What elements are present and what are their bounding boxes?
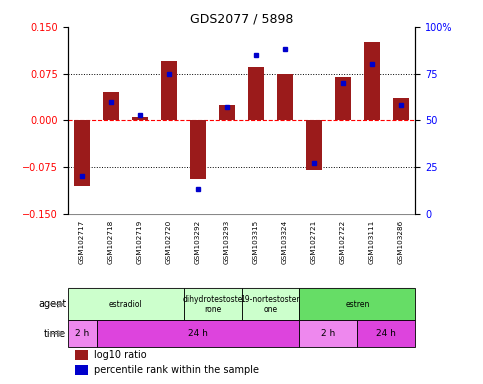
Text: GSM102720: GSM102720 [166, 220, 172, 264]
Bar [103, 92, 119, 120]
Text: GSM102717: GSM102717 [79, 220, 85, 264]
Text: dihydrotestoste
rone: dihydrotestoste rone [183, 295, 242, 314]
Text: 2 h: 2 h [321, 329, 336, 338]
Text: GSM102718: GSM102718 [108, 220, 114, 264]
Bar [248, 67, 264, 120]
Bar [97, 320, 299, 347]
Text: 24 h: 24 h [376, 329, 397, 338]
Text: log10 ratio: log10 ratio [94, 350, 146, 360]
Text: estren: estren [345, 300, 369, 309]
Text: GSM103111: GSM103111 [369, 220, 375, 264]
Text: GSM103324: GSM103324 [282, 220, 288, 264]
Text: GSM103286: GSM103286 [398, 220, 404, 264]
Text: GSM102719: GSM102719 [137, 220, 143, 264]
Text: 19-nortestoster
one: 19-nortestoster one [241, 295, 300, 314]
Text: GSM102721: GSM102721 [311, 220, 317, 264]
Bar [184, 288, 242, 320]
Bar [68, 320, 97, 347]
Bar [68, 288, 184, 320]
Bar [74, 120, 90, 185]
Text: GSM102722: GSM102722 [340, 220, 346, 264]
Bar [74, 350, 88, 360]
Bar [190, 120, 206, 179]
Bar [335, 77, 351, 120]
Bar [242, 288, 299, 320]
Title: GDS2077 / 5898: GDS2077 / 5898 [190, 13, 293, 26]
Text: time: time [44, 329, 66, 339]
Bar [393, 98, 409, 120]
Text: 24 h: 24 h [188, 329, 208, 338]
Text: estradiol: estradiol [109, 300, 142, 309]
Text: percentile rank within the sample: percentile rank within the sample [94, 365, 259, 375]
Text: 2 h: 2 h [75, 329, 89, 338]
Bar [299, 288, 415, 320]
Bar [299, 320, 357, 347]
Bar [74, 364, 88, 375]
Bar [161, 61, 177, 120]
Bar [306, 120, 322, 170]
Text: GSM103292: GSM103292 [195, 220, 201, 264]
Text: GSM103293: GSM103293 [224, 220, 230, 264]
Bar [357, 320, 415, 347]
Bar [219, 105, 235, 120]
Bar [132, 117, 148, 120]
Text: agent: agent [38, 299, 66, 309]
Bar [277, 74, 293, 120]
Text: GSM103315: GSM103315 [253, 220, 259, 264]
Bar [364, 43, 380, 120]
